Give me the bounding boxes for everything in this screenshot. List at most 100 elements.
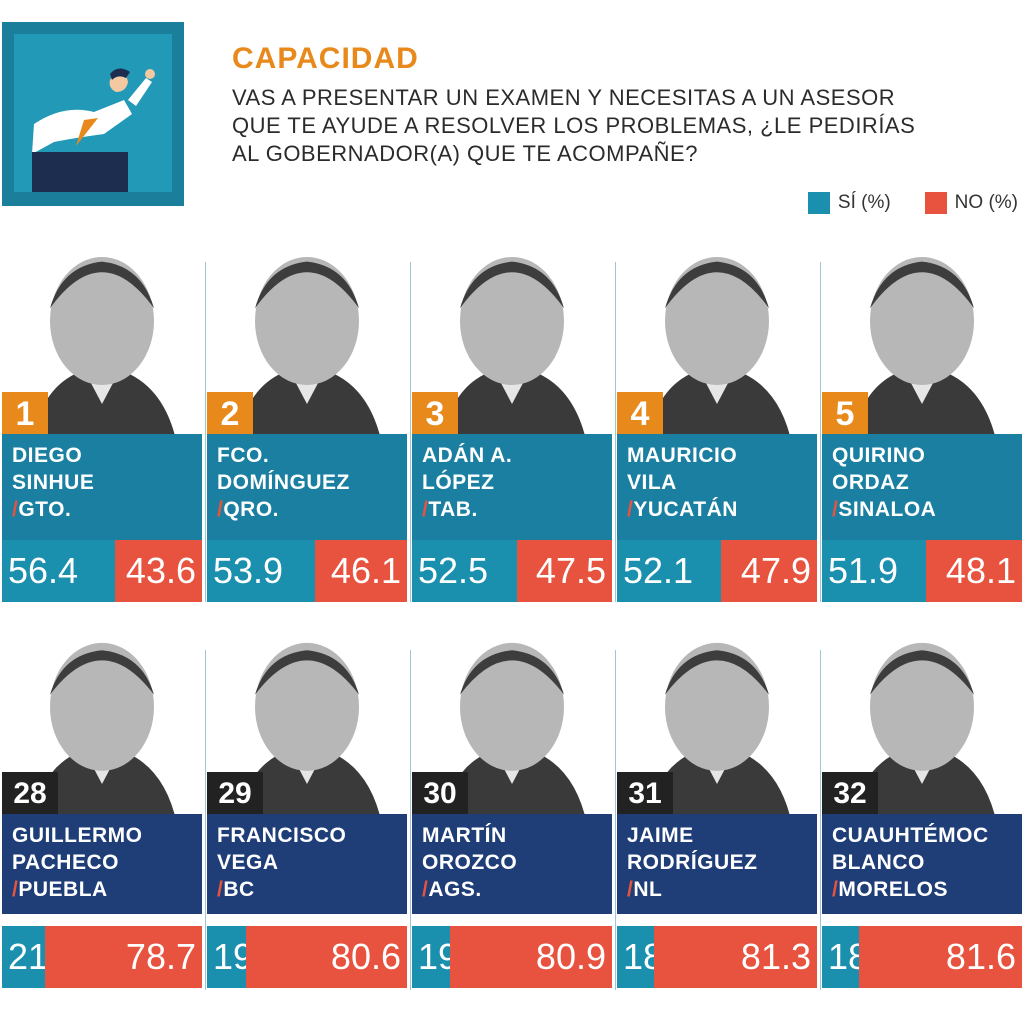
header-illustration	[2, 22, 184, 206]
bar-no: 78.7	[44, 926, 202, 988]
governor-state: /NL	[627, 876, 817, 903]
si-no-bar: 19.4 80.6	[207, 926, 407, 988]
governor-photo	[207, 622, 407, 824]
governor-first-name: FRANCISCO	[217, 824, 347, 847]
state-label: TAB.	[428, 498, 478, 521]
bar-no: 46.1	[314, 540, 407, 602]
value-label-no: 43.6	[125, 550, 196, 591]
state-label: MORELOS	[838, 878, 949, 901]
governor-state: /AGS.	[422, 876, 612, 903]
slash-mark: /	[217, 498, 224, 521]
governor-name-box: CUAUHTÉMOC BLANCO/MORELOS	[822, 814, 1022, 914]
rank-badge: 3	[412, 392, 458, 436]
value-label-si: 56.4	[8, 550, 79, 591]
governor-first-name: DIEGO	[12, 444, 83, 467]
bar-si: 51.9	[822, 540, 926, 602]
slash-mark: /	[422, 498, 429, 521]
governor-name-box: FCO. DOMÍNGUEZ/QRO.	[207, 434, 407, 540]
question-line: VAS A PRESENTAR UN EXAMEN Y NECESITAS A …	[232, 85, 896, 110]
governor-name-box: ADÁN A. LÓPEZ/TAB.	[412, 434, 612, 540]
value-label-si: 53.9	[213, 550, 284, 591]
value-label-si: 52.5	[418, 550, 489, 591]
governor-first-name: FCO.	[217, 444, 270, 467]
governor-state: /MORELOS	[832, 876, 1022, 903]
rank-badge: 28	[2, 772, 58, 816]
bar-si: 56.4	[2, 540, 115, 602]
governor-photo	[822, 232, 1022, 444]
governor-name-box: QUIRINO ORDAZ/SINALOA	[822, 434, 1022, 540]
value-label-no: 47.5	[535, 550, 606, 591]
bar-no: 80.6	[245, 926, 407, 988]
bar-si: 52.5	[412, 540, 517, 602]
state-label: NL	[633, 878, 663, 901]
value-label-si: 51.9	[828, 550, 899, 591]
bar-si: 18.7	[617, 926, 693, 988]
state-label: QRO.	[223, 498, 280, 521]
slash-mark: /	[12, 878, 19, 901]
legend-item-no: NO (%)	[924, 192, 1018, 214]
governor-state: /BC	[217, 876, 407, 903]
value-label-si: 52.1	[623, 550, 694, 591]
governor-state: /GTO.	[12, 496, 202, 523]
governor-last-name: BLANCO	[832, 851, 925, 874]
question-text: VAS A PRESENTAR UN EXAMEN Y NECESITAS A …	[232, 84, 992, 168]
legend-label-si: SÍ (%)	[837, 192, 891, 213]
bar-si: 19.1	[412, 926, 488, 988]
governor-state: /QRO.	[217, 496, 407, 523]
column-divider	[410, 650, 411, 990]
bar-no: 47.5	[517, 540, 612, 602]
governor-name-box: MARTÍN OROZCO/AGS.	[412, 814, 612, 914]
value-label-no: 47.9	[740, 550, 811, 591]
value-label-no: 80.9	[535, 936, 606, 977]
governor-card: 1 DIEGO SINHUE/GTO. 56.4 43.6	[2, 232, 202, 602]
governor-last-name: OROZCO	[422, 851, 518, 874]
governor-last-name: RODRÍGUEZ	[627, 851, 758, 874]
column-divider	[205, 262, 206, 602]
state-label: GTO.	[18, 498, 72, 521]
rank-badge: 31	[617, 772, 673, 816]
slash-mark: /	[627, 498, 634, 521]
governor-last-name: VILA	[627, 471, 677, 494]
governor-card: 30 MARTÍN OROZCO/AGS. 19.1 80.9	[412, 622, 612, 988]
legend: SÍ (%) NO (%)	[774, 192, 1018, 214]
bar-no: 48.1	[925, 540, 1022, 602]
si-no-bar: 18.4 81.6	[822, 926, 1022, 988]
bar-si: 21.3	[2, 926, 78, 988]
governor-state: /TAB.	[422, 496, 612, 523]
legend-swatch-no	[924, 192, 947, 214]
governor-name-box: JAIME RODRÍGUEZ/NL	[617, 814, 817, 914]
value-label-no: 80.6	[330, 936, 401, 977]
si-no-bar: 52.1 47.9	[617, 540, 817, 602]
value-label-no: 81.3	[740, 936, 811, 977]
column-divider	[615, 650, 616, 990]
si-no-bar: 53.9 46.1	[207, 540, 407, 602]
value-label-no: 48.1	[945, 550, 1016, 591]
bar-no: 81.6	[858, 926, 1022, 988]
governor-last-name: PACHECO	[12, 851, 119, 874]
slash-mark: /	[627, 878, 634, 901]
state-label: BC	[223, 878, 255, 901]
slash-mark: /	[217, 878, 224, 901]
bar-no: 43.6	[114, 540, 202, 602]
slash-mark: /	[422, 878, 429, 901]
si-no-bar: 52.5 47.5	[412, 540, 612, 602]
column-divider	[820, 650, 821, 990]
state-label: PUEBLA	[18, 878, 108, 901]
running-man-icon	[14, 34, 172, 192]
governor-photo	[617, 622, 817, 824]
governor-card: 2 FCO. DOMÍNGUEZ/QRO. 53.9 46.1	[207, 232, 407, 602]
rank-badge: 30	[412, 772, 468, 816]
si-no-bar: 51.9 48.1	[822, 540, 1022, 602]
governor-name-box: MAURICIO VILA/YUCATÁN	[617, 434, 817, 540]
governor-last-name: DOMÍNGUEZ	[217, 471, 350, 494]
governor-first-name: JAIME	[627, 824, 694, 847]
governor-last-name: LÓPEZ	[422, 471, 495, 494]
bar-no: 80.9	[450, 926, 612, 988]
rank-badge: 32	[822, 772, 878, 816]
bar-si: 18.4	[822, 926, 898, 988]
legend-label-no: NO (%)	[954, 192, 1018, 213]
governor-first-name: ADÁN A.	[422, 444, 513, 467]
state-label: YUCATÁN	[633, 498, 738, 521]
governor-first-name: MARTÍN	[422, 824, 507, 847]
